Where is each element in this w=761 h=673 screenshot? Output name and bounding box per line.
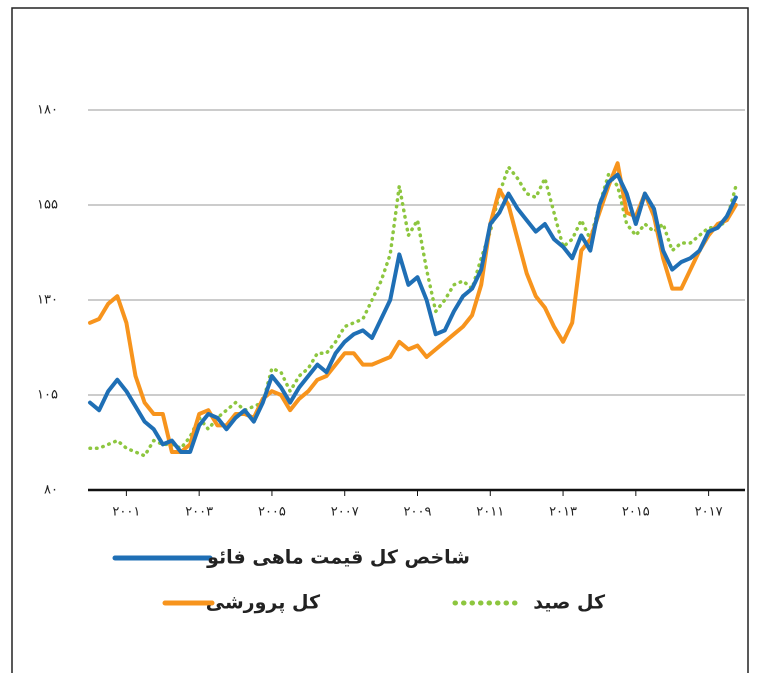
y-tick-label: ۱۸۰ xyxy=(37,103,58,118)
frame xyxy=(11,7,749,673)
series-line xyxy=(88,165,738,458)
x-tick-label: ۲۰۰۷ xyxy=(331,505,359,520)
x-tick-label: ۲۰۱۵ xyxy=(622,505,650,520)
x-tick-label: ۲۰۰۵ xyxy=(258,505,286,520)
legend-label: کل پرورشی xyxy=(206,592,321,614)
legend-label: کل صید xyxy=(533,592,606,614)
series-line xyxy=(88,161,738,454)
x-tick-label: ۲۰۰۱ xyxy=(112,505,140,520)
series-line xyxy=(88,172,738,454)
y-tick-label: ۱۳۰ xyxy=(37,293,58,308)
x-tick-label: ۲۰۰۳ xyxy=(185,505,213,520)
y-tick-label: ۱۰۵ xyxy=(37,388,58,403)
x-tick-label: ۲۰۱۷ xyxy=(695,505,723,520)
y-tick-label: ۱۵۵ xyxy=(37,198,58,213)
legend-label: شاخص کل قیمت ماهی فائو xyxy=(206,547,470,569)
x-tick-label: ۲۰۰۹ xyxy=(404,505,432,520)
y-tick-label: ۸۰ xyxy=(44,483,58,498)
x-tick-label: ۲۰۱۳ xyxy=(549,505,577,520)
x-tick-label: ۲۰۱۱ xyxy=(476,505,504,520)
